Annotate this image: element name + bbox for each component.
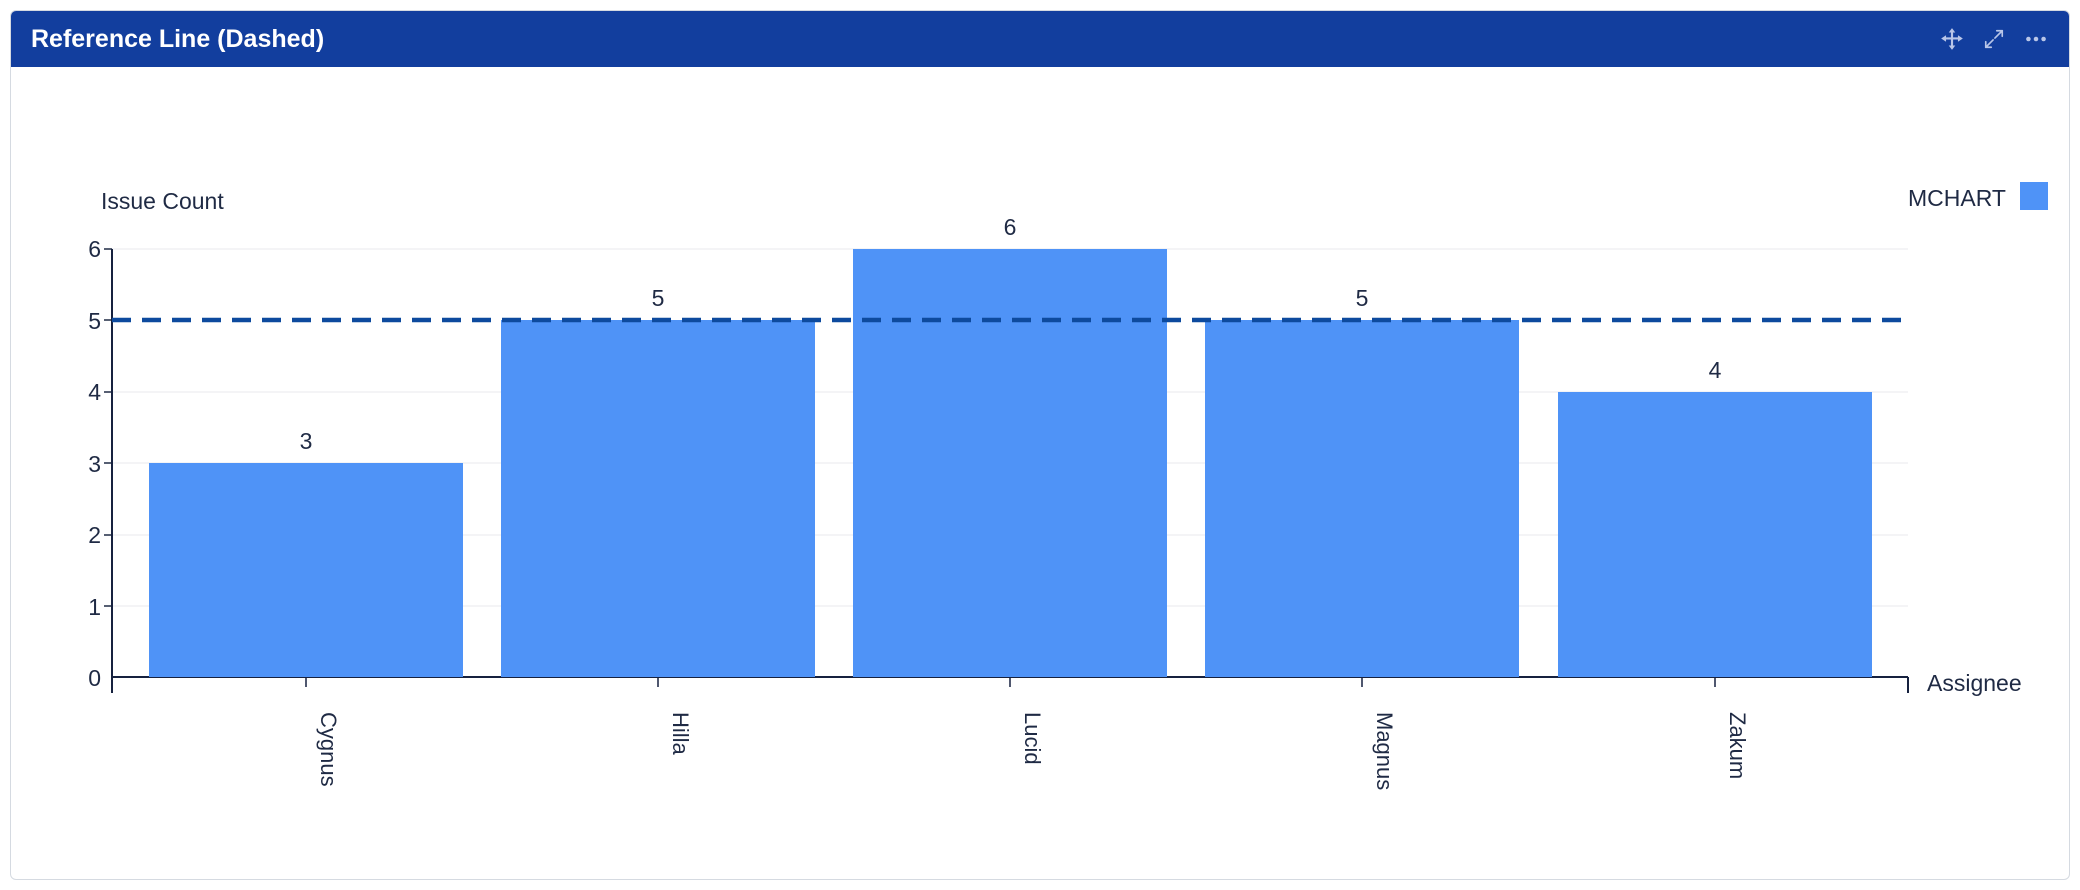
svg-text:Zakum: Zakum — [1725, 712, 1750, 779]
svg-text:6: 6 — [1004, 214, 1017, 240]
svg-text:MCHART: MCHART — [1908, 185, 2006, 211]
svg-text:Lucid: Lucid — [1020, 712, 1045, 765]
svg-text:4: 4 — [88, 379, 101, 405]
svg-text:0: 0 — [88, 665, 101, 691]
svg-text:Magnus: Magnus — [1372, 712, 1397, 790]
svg-text:2: 2 — [88, 522, 101, 548]
svg-text:Cygnus: Cygnus — [316, 712, 341, 787]
svg-text:3: 3 — [300, 428, 313, 454]
svg-text:Assignee: Assignee — [1927, 670, 2022, 696]
svg-text:5: 5 — [88, 308, 101, 334]
svg-text:1: 1 — [88, 594, 101, 620]
svg-text:3: 3 — [88, 451, 101, 477]
svg-text:6: 6 — [88, 236, 101, 262]
svg-text:4: 4 — [1709, 357, 1722, 383]
svg-text:Hilla: Hilla — [668, 712, 693, 756]
svg-text:5: 5 — [1356, 285, 1369, 311]
svg-text:Issue Count: Issue Count — [101, 188, 224, 214]
svg-text:5: 5 — [652, 285, 665, 311]
